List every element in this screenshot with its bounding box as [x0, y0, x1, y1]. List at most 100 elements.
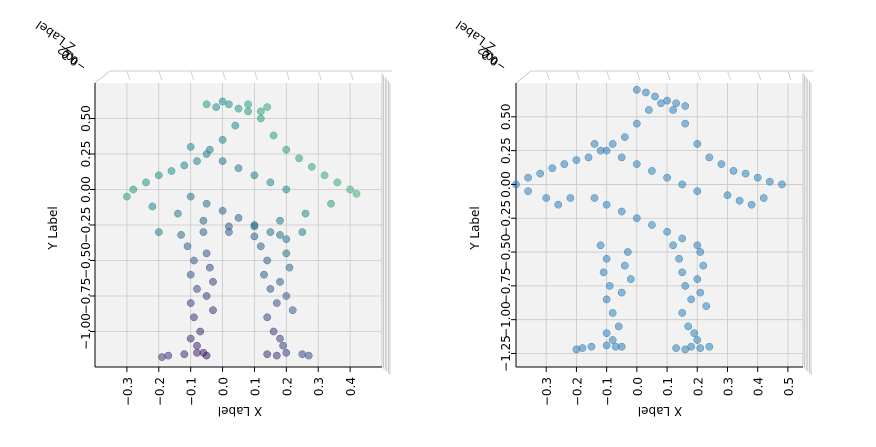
- y-axis-label: Y Label: [46, 206, 60, 251]
- scatter-point: [282, 249, 291, 258]
- scatter-point: [672, 344, 680, 352]
- scatter-point: [554, 200, 563, 209]
- scatter-point: [244, 107, 252, 116]
- scatter-point: [632, 214, 641, 223]
- x-tick-label: 0.0: [631, 377, 645, 396]
- scatter-point: [202, 249, 211, 258]
- scatter-point: [282, 235, 291, 244]
- scatter-point: [218, 135, 227, 144]
- scatter-point: [548, 164, 557, 173]
- scatter-point: [218, 97, 227, 106]
- y-grid: [516, 116, 803, 354]
- scatter-point: [250, 221, 259, 229]
- scatter-point: [272, 299, 281, 307]
- x-tick-label: 0.2: [691, 377, 705, 396]
- scatter-point: [288, 306, 297, 315]
- scatter-point: [307, 162, 316, 171]
- scatter-point: [681, 119, 690, 128]
- scatter-point: [590, 140, 599, 148]
- scatter-point: [225, 228, 233, 236]
- scatter-point: [167, 167, 176, 175]
- scatter-point: [218, 157, 227, 165]
- scatter-point: [590, 194, 599, 202]
- scatter-point: [723, 191, 732, 200]
- scatter-point: [256, 114, 265, 123]
- y-grid: [95, 118, 382, 332]
- scatter-point: [177, 231, 185, 239]
- scatter-point: [759, 194, 768, 202]
- scatter-point: [301, 209, 310, 218]
- scatter-point: [741, 169, 750, 178]
- scatter-point: [678, 234, 687, 243]
- x-tick-labels: −0.3 −0.2 −0.1 0.0 0.1 0.2 0.3 0.4 0.5: [540, 367, 796, 406]
- y-tick-labels: 0.50 0.25 0.00 −0.25−0.50−0.75−1.00−1.25: [499, 103, 516, 372]
- x-tick-label: −0.2: [153, 377, 167, 406]
- scatter-point: [346, 185, 354, 194]
- y-tick-label: −1.00: [499, 301, 513, 338]
- scatter-point: [672, 99, 680, 108]
- y-tick-label: 0.00: [79, 176, 93, 203]
- x-tick-label: −0.3: [121, 377, 135, 406]
- scatter-point: [684, 322, 693, 331]
- scatter-point: [285, 263, 294, 272]
- scatter-point: [202, 292, 211, 300]
- scatter-point: [234, 104, 243, 113]
- scatter-point: [282, 292, 291, 300]
- scatter-point: [282, 145, 291, 154]
- scatter-point: [193, 285, 201, 293]
- pane-top: [515, 70, 813, 84]
- scatter-point: [678, 309, 687, 317]
- y-tick-label: −0.25: [79, 207, 93, 244]
- scatter-point: [642, 88, 650, 97]
- y-tick-label: 0.25: [499, 137, 513, 164]
- y-tick-label: −1.00: [79, 313, 93, 350]
- x-tick-label: 0.2: [280, 377, 294, 396]
- scatter-point: [186, 192, 195, 201]
- scatter-point: [602, 341, 611, 350]
- x-tick-label: −0.1: [185, 377, 199, 406]
- scatter-point: [735, 196, 744, 205]
- scatter-point: [202, 351, 211, 360]
- scatter-point: [282, 185, 291, 194]
- scatter-point: [678, 268, 687, 277]
- scatter-point: [596, 241, 605, 250]
- scatter-point: [205, 263, 214, 272]
- y-tick-label: 0.50: [499, 103, 513, 130]
- scatter-point: [623, 248, 632, 256]
- scatter-point: [620, 261, 629, 270]
- scatter-point: [295, 154, 303, 163]
- x-axis-label: X Label: [638, 404, 682, 418]
- scatter-point: [693, 187, 702, 196]
- scatter-point: [702, 302, 711, 310]
- y-tick-label: −0.50: [79, 242, 93, 279]
- scatter-point: [263, 256, 272, 265]
- scatter-point: [572, 156, 581, 164]
- scatter-point: [298, 228, 307, 236]
- x-tick-label: 0.4: [344, 377, 358, 396]
- scatter-point: [608, 140, 617, 148]
- pane-top: [94, 70, 392, 84]
- scatter-point: [696, 344, 705, 352]
- scatter-point: [536, 169, 545, 178]
- y-tick-label: −0.25: [499, 200, 513, 237]
- scatter-chart-left: −0.3 −0.2 −0.1 0.0 0.1 0.2 0.3 0.4 0.50 0.25 0.00 −…: [33, 18, 392, 418]
- scatter-point: [180, 161, 189, 170]
- scatter-point: [632, 160, 641, 168]
- scatter-point: [209, 306, 217, 315]
- scatter-point: [276, 216, 284, 225]
- scatter-point: [608, 336, 617, 344]
- scatter-point: [687, 342, 696, 351]
- scatter-point: [202, 150, 211, 158]
- y-tick-label: −0.50: [499, 234, 513, 271]
- scatter-point: [669, 241, 677, 250]
- x-tick-label: −0.3: [540, 377, 554, 406]
- scatter-point: [587, 342, 596, 351]
- scatter-point: [266, 285, 275, 293]
- scatter-point: [183, 242, 192, 251]
- scatter-point: [678, 180, 687, 189]
- scatter-point: [632, 119, 641, 128]
- scatter-point: [279, 341, 287, 350]
- scatter-point: [266, 228, 275, 236]
- scatter-point: [693, 336, 702, 344]
